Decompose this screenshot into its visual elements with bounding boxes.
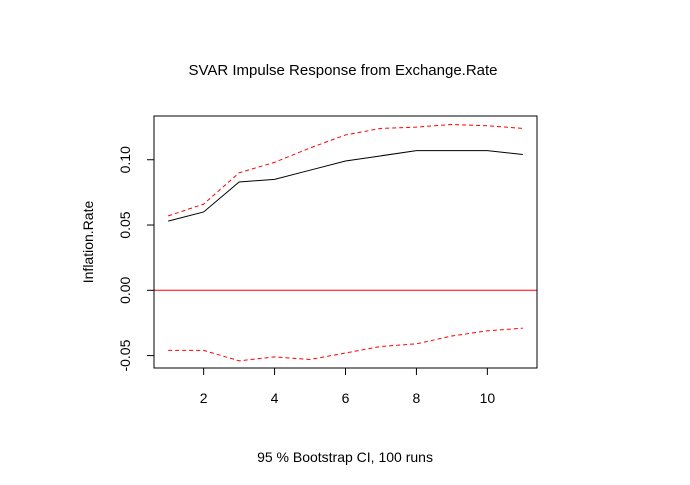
- plot-frame: [153, 115, 538, 369]
- series-line-response: [168, 150, 523, 222]
- series-line-lower-ci: [168, 327, 523, 362]
- x-axis-label: 95 % Bootstrap CI, 100 runs: [257, 449, 433, 465]
- chart-title: SVAR Impulse Response from Exchange.Rate: [188, 62, 497, 79]
- x-tick-label: 2: [200, 390, 208, 406]
- series-line-upper-ci: [168, 123, 523, 217]
- y-tick-label: 0.05: [117, 211, 133, 238]
- x-tick-label: 8: [413, 390, 421, 406]
- x-tick-label: 6: [342, 390, 350, 406]
- plot-area: 2 4 6 8 10 -0.05 0.00 0.05 0.10: [117, 115, 538, 406]
- x-tick-label: 4: [271, 390, 279, 406]
- y-tick-label: 0.10: [117, 146, 133, 173]
- x-tick-label: 10: [480, 390, 496, 406]
- y-tick-label: 0.00: [117, 276, 133, 303]
- y-tick-label: -0.05: [117, 339, 133, 371]
- y-axis-label: Inflation.Rate: [80, 201, 96, 284]
